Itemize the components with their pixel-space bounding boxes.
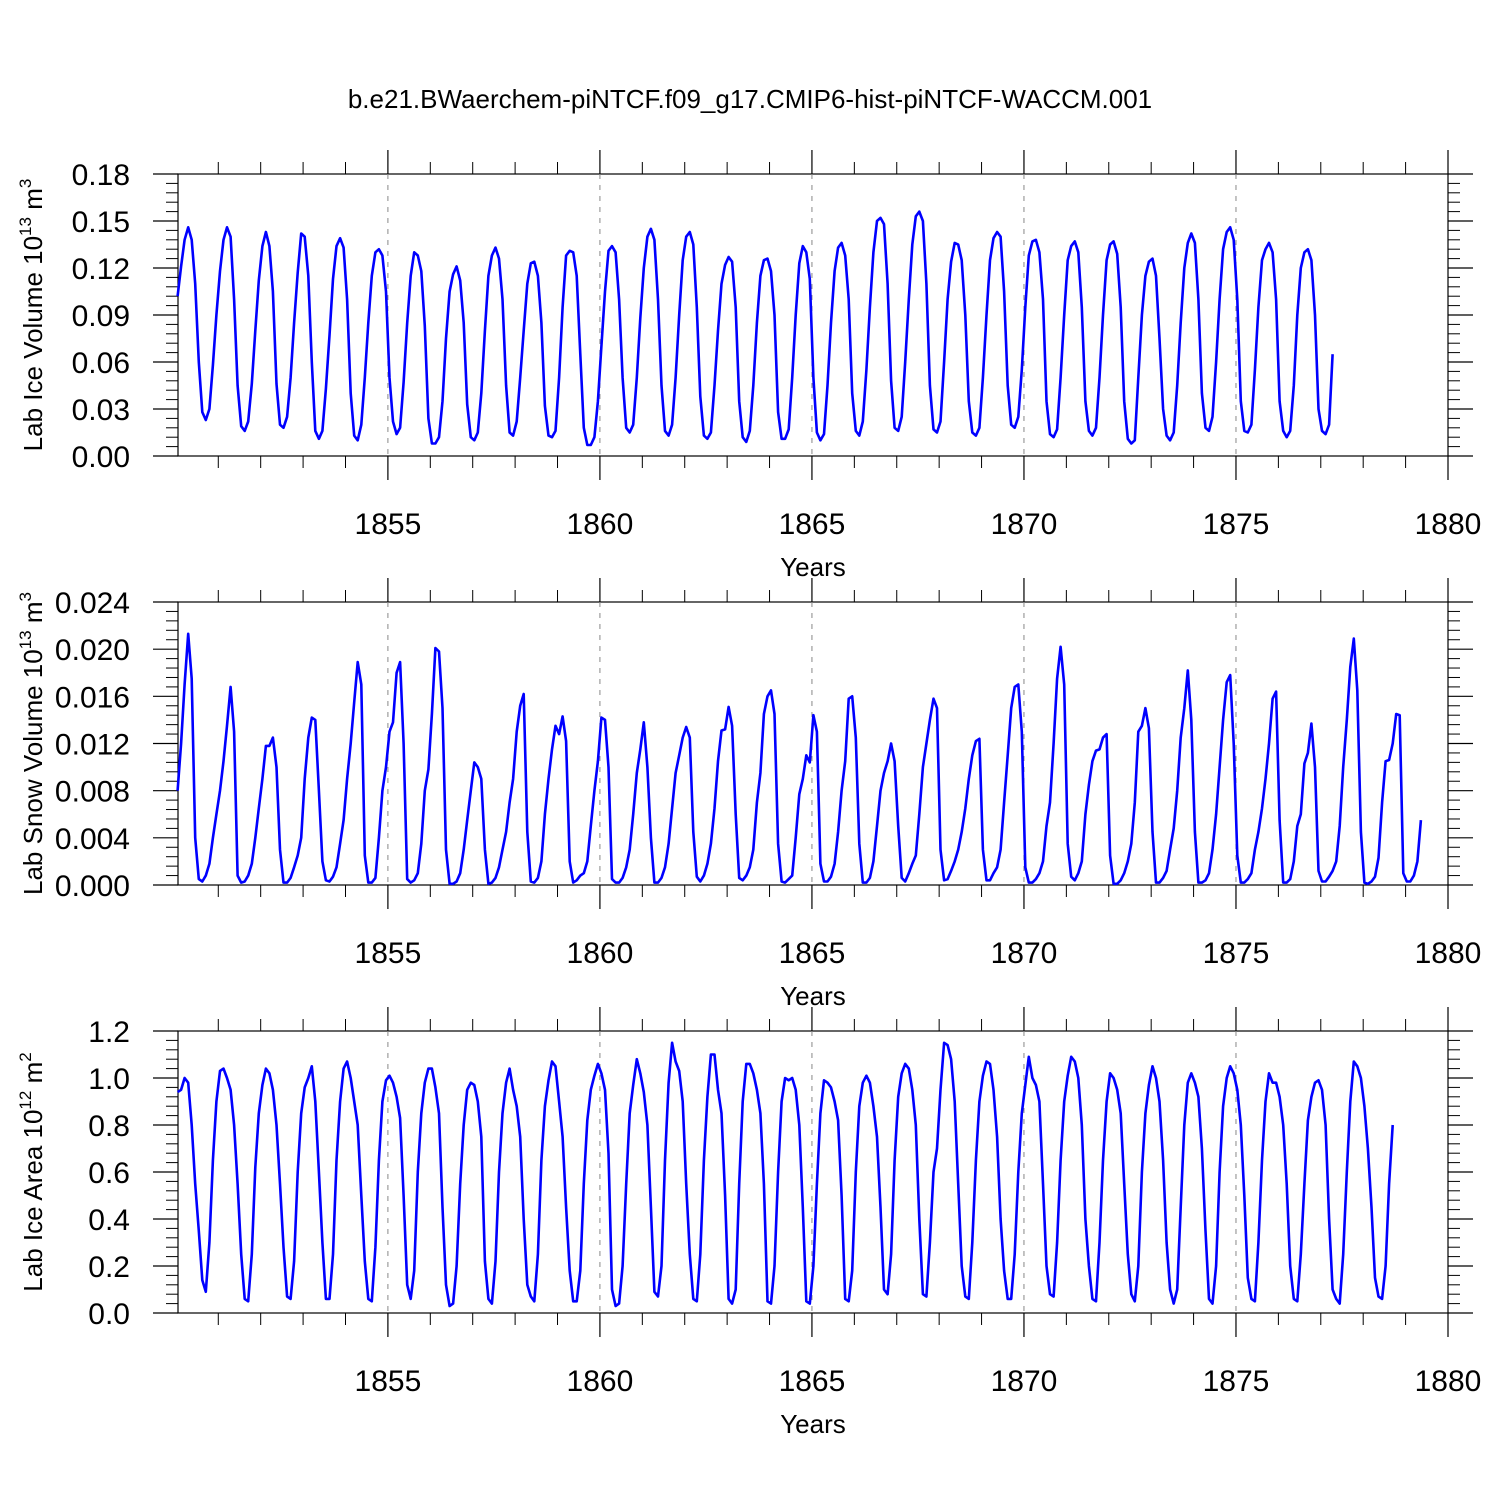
x-tick-label: 1855 [355, 1365, 422, 1398]
x-tick-label: 1875 [1203, 1365, 1270, 1398]
panel-lab-ice-area: 1855 1860 1865 1870 1875 1880 0.0 0.2 0.4 0.6 0.8 1… [16, 1007, 1481, 1439]
y-tick-label: 1.2 [88, 1016, 130, 1049]
x-tick-label: 1855 [355, 937, 422, 970]
series-line [176, 1041, 1394, 1308]
y-tick-label: 0.0 [88, 1298, 130, 1331]
y-tick-label: 0.6 [88, 1157, 130, 1190]
x-tick-label: 1865 [779, 508, 846, 541]
series-line [176, 632, 1423, 886]
y-tick-label: 0.016 [55, 681, 130, 714]
y-tick-label: 0.012 [55, 729, 130, 762]
x-axis-title: Years [780, 981, 846, 1011]
y-tick-label: 0.8 [88, 1110, 130, 1143]
y-tick-label: 0.2 [88, 1251, 130, 1284]
y-tick-label: 0.09 [72, 300, 130, 333]
y-tick-label: 0.18 [72, 159, 130, 192]
y-tick-label: 0.024 [55, 587, 130, 620]
y-tick-label: 0.4 [88, 1204, 130, 1237]
y-axis-title: Lab Snow Volume 1013 m3 [16, 592, 48, 895]
x-tick-label: 1880 [1415, 937, 1482, 970]
x-axis-title: Years [780, 552, 846, 582]
x-tick-label: 1870 [991, 1365, 1058, 1398]
y-tick-label: 0.00 [72, 441, 130, 474]
series-line [176, 210, 1334, 447]
x-tick-label: 1875 [1203, 508, 1270, 541]
x-tick-label: 1855 [355, 508, 422, 541]
x-tick-label: 1880 [1415, 508, 1482, 541]
y-tick-label: 0.020 [55, 634, 130, 667]
x-axis-title: Years [780, 1409, 846, 1439]
chart-title: b.e21.BWaerchem-piNTCF.f09_g17.CMIP6-his… [347, 84, 1153, 114]
y-tick-label: 0.004 [55, 823, 130, 856]
x-tick-label: 1865 [779, 1365, 846, 1398]
y-tick-label: 0.000 [55, 870, 130, 903]
y-axis-title: Lab Ice Volume 1013 m3 [16, 179, 48, 452]
x-tick-label: 1860 [567, 1365, 634, 1398]
x-tick-label: 1860 [567, 508, 634, 541]
x-tick-label: 1860 [567, 937, 634, 970]
y-tick-label: 0.03 [72, 394, 130, 427]
x-tick-label: 1880 [1415, 1365, 1482, 1398]
panel-lab-snow-volume: 1855 1860 1865 1870 1875 1880 0.000 0.004 0.008 0… [16, 578, 1481, 1011]
x-tick-label: 1865 [779, 937, 846, 970]
y-tick-label: 0.06 [72, 347, 130, 380]
y-tick-label: 0.15 [72, 206, 130, 239]
y-tick-label: 1.0 [88, 1063, 130, 1096]
x-tick-label: 1870 [991, 937, 1058, 970]
x-tick-label: 1875 [1203, 937, 1270, 970]
y-tick-label: 0.12 [72, 253, 130, 286]
x-tick-label: 1870 [991, 508, 1058, 541]
y-axis-title: Lab Ice Area 1012 m2 [16, 1052, 48, 1291]
panel-lab-ice-volume: 1855 1860 1865 1870 1875 1880 0.00 0.03 0.06 0.09… [16, 150, 1481, 582]
y-tick-label: 0.008 [55, 776, 130, 809]
